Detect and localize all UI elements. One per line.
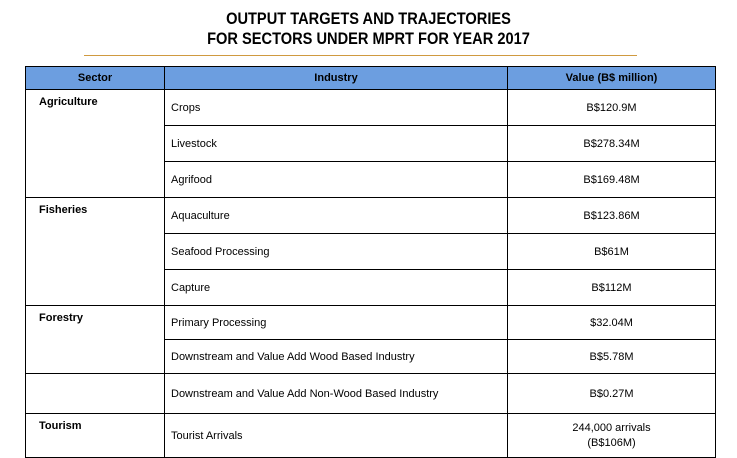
header-industry: Industry <box>164 66 508 90</box>
value-cell: B$120.9M <box>507 89 716 126</box>
industry-cell: Livestock <box>164 125 508 162</box>
page-title: OUTPUT TARGETS AND TRAJECTORIES FOR SECT… <box>52 9 686 49</box>
value-cell: $32.04M <box>507 305 716 340</box>
table-row: Agrifood B$169.48M <box>26 161 716 198</box>
value-line-2: (B$106M) <box>587 436 636 449</box>
title-line-1: OUTPUT TARGETS AND TRAJECTORIES <box>226 9 511 28</box>
value-cell: B$0.27M <box>507 373 716 414</box>
value-cell: B$61M <box>507 233 716 270</box>
table-row: Livestock B$278.34M <box>26 125 716 162</box>
header-value: Value (B$ million) <box>507 66 716 90</box>
sector-cell: Fisheries <box>25 197 165 306</box>
industry-cell: Primary Processing <box>164 305 508 340</box>
industry-cell: Capture <box>164 269 508 306</box>
table-row: Agriculture Crops B$120.9M <box>25 89 716 198</box>
table-row: Capture B$112M <box>26 269 716 306</box>
sector-cell: Agriculture <box>25 89 165 198</box>
industry-cell: Crops <box>164 89 508 126</box>
table-row: Fisheries Aquaculture B$123.86M <box>25 197 716 306</box>
sector-cell: Forestry <box>25 305 165 374</box>
title-line-2: FOR SECTORS UNDER MPRT FOR YEAR 2017 <box>207 29 530 48</box>
industry-cell: Tourist Arrivals <box>164 413 508 458</box>
table-row: Forestry Primary Processing $32.04M <box>25 305 716 374</box>
industry-cell: Aquaculture <box>164 197 508 234</box>
value-cell: B$5.78M <box>507 339 716 374</box>
table-row: Tourism Tourist Arrivals 244,000 arrival… <box>25 413 716 458</box>
value-cell: B$123.86M <box>507 197 716 234</box>
industry-cell: Downstream and Value Add Non-Wood Based … <box>164 373 508 414</box>
sector-cell-empty <box>25 373 165 414</box>
value-cell: B$112M <box>507 269 716 306</box>
output-targets-table: Sector Industry Value (B$ million) Agric… <box>25 66 716 458</box>
sector-cell: Tourism <box>25 413 165 458</box>
value-cell: 244,000 arrivals (B$106M) <box>507 413 716 458</box>
industry-cell: Seafood Processing <box>164 233 508 270</box>
title-divider <box>84 55 637 56</box>
table-row: Downstream and Value Add Non-Wood Based … <box>25 373 716 414</box>
value-cell: B$278.34M <box>507 125 716 162</box>
table-header-row: Sector Industry Value (B$ million) <box>25 66 716 90</box>
industry-cell: Agrifood <box>164 161 508 198</box>
header-sector: Sector <box>25 66 165 90</box>
value-cell: B$169.48M <box>507 161 716 198</box>
industry-cell: Downstream and Value Add Wood Based Indu… <box>164 339 508 374</box>
table-row: Downstream and Value Add Wood Based Indu… <box>26 339 716 374</box>
value-line-1: 244,000 arrivals <box>572 421 651 434</box>
table-row: Seafood Processing B$61M <box>26 233 716 270</box>
